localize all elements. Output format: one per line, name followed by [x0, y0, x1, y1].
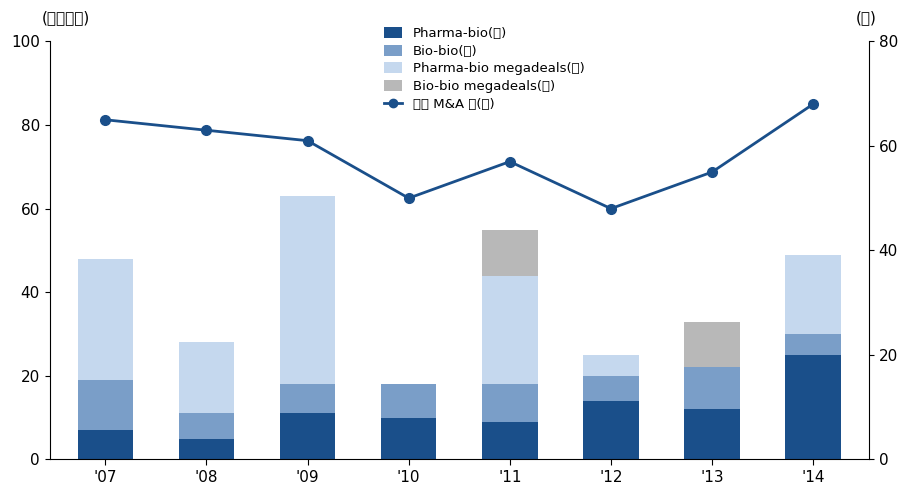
- Bar: [785, 355, 841, 459]
- Bar: [482, 422, 537, 459]
- Bar: [280, 414, 335, 459]
- Bar: [785, 254, 841, 334]
- Bar: [280, 384, 335, 414]
- 연간 M&A 수(우): [504, 159, 515, 165]
- 연간 M&A 수(우): [605, 206, 616, 212]
- 연간 M&A 수(우): [201, 127, 212, 133]
- Bar: [684, 368, 740, 409]
- Bar: [77, 430, 133, 459]
- Bar: [684, 409, 740, 459]
- Legend: Pharma-bio(좌), Bio-bio(좌), Pharma-bio megadeals(좌), Bio-bio megadeals(좌), 연간 M&A: Pharma-bio(좌), Bio-bio(좌), Pharma-bio me…: [384, 27, 584, 111]
- Bar: [77, 380, 133, 430]
- Bar: [280, 196, 335, 384]
- Bar: [381, 384, 436, 418]
- Text: (십억달러): (십억달러): [42, 9, 90, 25]
- Bar: [179, 342, 235, 414]
- Bar: [684, 321, 740, 368]
- Bar: [584, 355, 639, 376]
- Bar: [785, 334, 841, 355]
- Bar: [482, 384, 537, 422]
- Bar: [179, 438, 235, 459]
- Bar: [482, 230, 537, 275]
- Bar: [179, 414, 235, 438]
- 연간 M&A 수(우): [404, 195, 415, 201]
- Bar: [584, 401, 639, 459]
- Line: 연간 M&A 수(우): 연간 M&A 수(우): [101, 99, 818, 213]
- Text: (개): (개): [856, 9, 877, 25]
- Bar: [584, 376, 639, 401]
- Bar: [77, 259, 133, 380]
- 연간 M&A 수(우): [302, 138, 313, 144]
- Bar: [381, 418, 436, 459]
- 연간 M&A 수(우): [808, 101, 819, 107]
- 연간 M&A 수(우): [706, 169, 717, 175]
- 연간 M&A 수(우): [100, 117, 111, 123]
- Bar: [482, 275, 537, 384]
